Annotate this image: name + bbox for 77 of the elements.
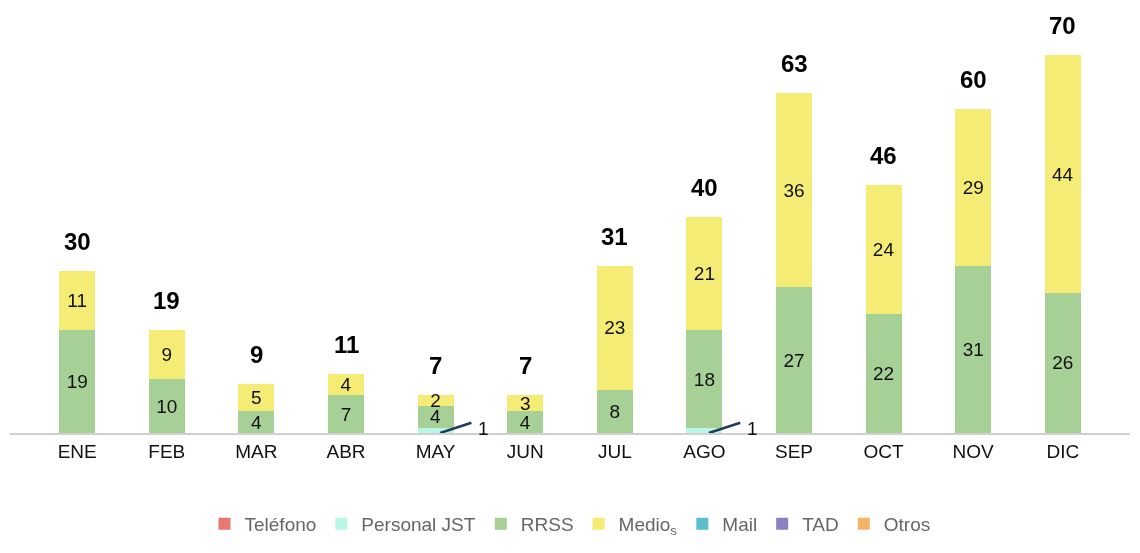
total-label: 31	[601, 223, 628, 250]
data-label: 24	[872, 239, 895, 261]
bar	[238, 384, 275, 412]
x-tick-label: JUL	[597, 440, 632, 462]
bar	[59, 271, 96, 331]
x-tick-label: JUN	[506, 440, 544, 462]
bar	[328, 395, 364, 433]
bar	[148, 379, 185, 433]
data-label: 23	[604, 317, 626, 339]
data-label: 8	[609, 400, 621, 422]
bar	[865, 314, 902, 433]
total-label: 7	[519, 352, 533, 379]
x-tick-label: ENE	[57, 440, 97, 462]
data-label: 18	[693, 368, 715, 390]
data-label: 3	[519, 392, 531, 414]
total-label: 63	[781, 50, 808, 77]
data-label: 29	[962, 177, 984, 199]
data-label: 36	[783, 179, 805, 201]
bar	[955, 265, 992, 433]
data-label: 4	[519, 411, 531, 433]
data-label: 4	[250, 411, 262, 433]
data-label: 11	[67, 290, 88, 312]
data-label: 19	[66, 371, 88, 393]
bar	[148, 330, 185, 380]
x-tick-label: MAR	[235, 440, 278, 462]
total-label: 30	[64, 228, 91, 255]
data-label: 1	[747, 418, 758, 439]
data-label: 22	[873, 363, 895, 385]
bar	[596, 265, 633, 390]
data-label: 1	[478, 418, 489, 439]
legend-label: Mail	[722, 514, 758, 536]
legend-label: TAD	[802, 514, 839, 536]
bar	[776, 287, 812, 433]
total-label: 11	[334, 331, 360, 358]
data-label: 7	[340, 403, 352, 425]
bar	[1044, 292, 1081, 433]
bar	[507, 411, 544, 433]
x-tick-label: FEB	[148, 440, 186, 462]
legend-label: Personal JST	[361, 514, 476, 536]
bar	[238, 411, 275, 433]
x-tick-label: OCT	[863, 440, 905, 462]
x-tick-label: MAY	[415, 440, 456, 462]
data-label: 9	[161, 344, 173, 366]
data-label: 10	[156, 395, 178, 417]
bar	[686, 217, 723, 331]
data-label: 31	[962, 338, 984, 360]
legend-label: Medio$_{s}$	[618, 514, 678, 539]
bar	[596, 389, 633, 433]
x-tick-label: SEP	[774, 440, 814, 462]
x-tick-label: DIC	[1046, 440, 1080, 462]
bar	[955, 109, 992, 266]
bar	[865, 184, 902, 315]
data-label: 4	[340, 373, 352, 395]
bar	[59, 330, 96, 433]
data-label: 27	[783, 349, 805, 371]
data-label: 26	[1052, 352, 1074, 374]
bar	[776, 93, 812, 288]
total-label: 7	[429, 352, 443, 379]
total-label: 19	[153, 287, 180, 314]
legend-label: RRSS	[520, 514, 574, 536]
x-tick-label: NOV	[952, 440, 995, 462]
data-label: 4	[430, 406, 442, 428]
bar	[417, 406, 454, 428]
bar	[1044, 55, 1081, 293]
x-tick-label: AGO	[683, 440, 726, 462]
total-label: 9	[250, 341, 264, 368]
total-label: 40	[691, 174, 718, 201]
data-label: 21	[693, 263, 715, 285]
bar	[686, 330, 723, 428]
data-label: 5	[251, 387, 262, 409]
legend-label: Otros	[883, 514, 931, 536]
total-label: 60	[960, 66, 987, 93]
x-tick-label: ABR	[326, 440, 366, 462]
total-label: 46	[870, 142, 897, 169]
legend-label: Teléfono	[244, 514, 317, 536]
data-label: 44	[1052, 163, 1074, 185]
total-label: 70	[1049, 12, 1076, 39]
